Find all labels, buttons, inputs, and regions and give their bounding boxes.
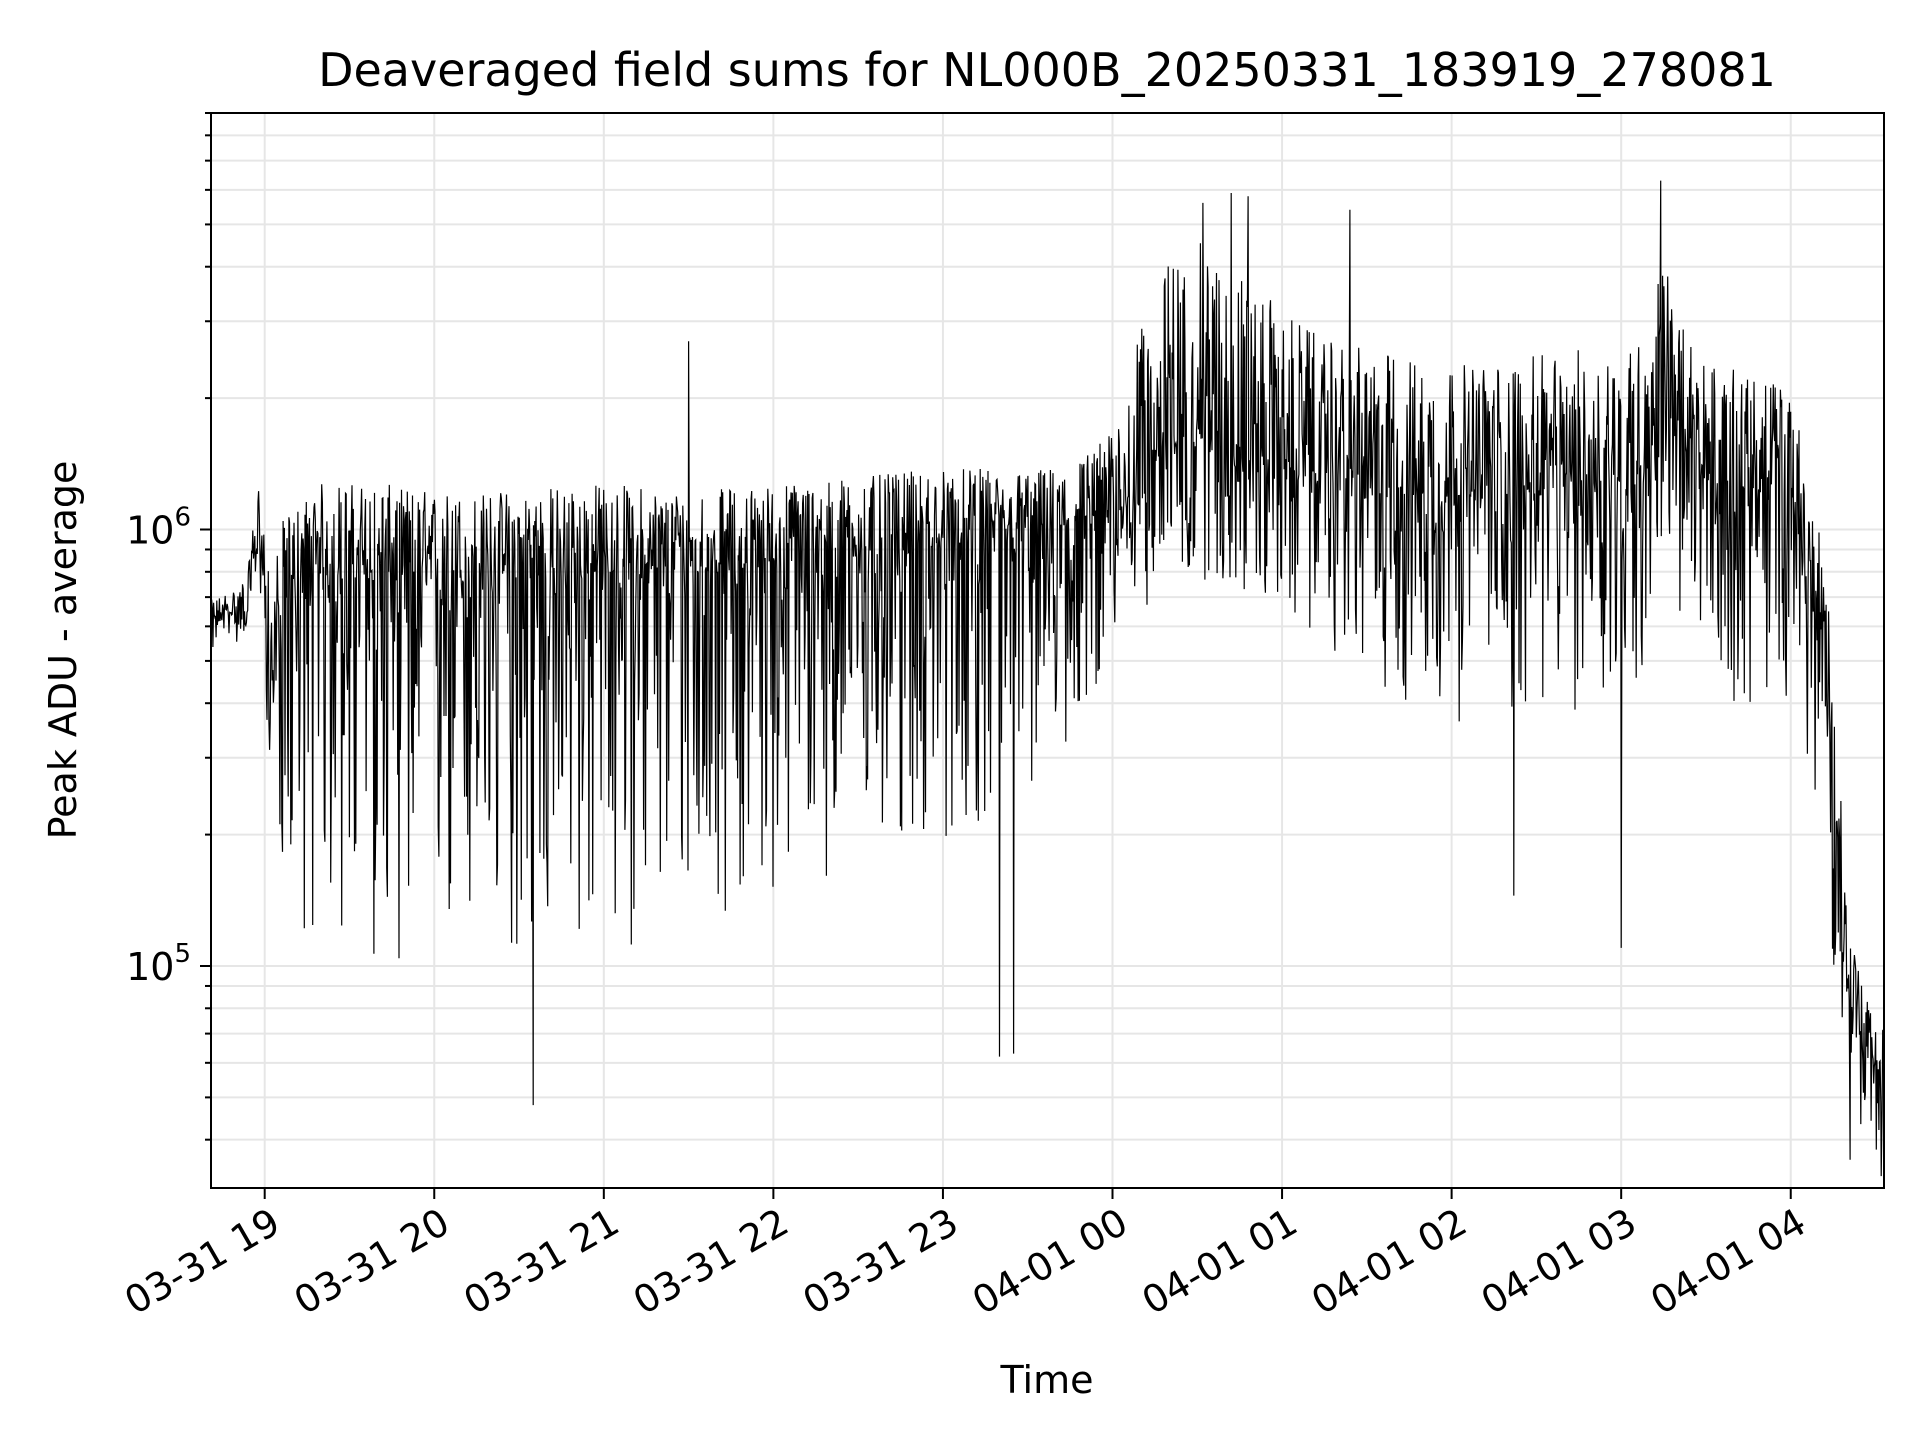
y-tick-label: 106 (126, 503, 191, 553)
x-tick-label: 04-01 00 (965, 1200, 1135, 1324)
chart-title: Deaveraged field sums for NL000B_2025033… (318, 43, 1776, 97)
plot-frame (210, 112, 1885, 1189)
x-tick-label: 03-31 19 (117, 1200, 287, 1324)
x-tick-label: 03-31 21 (456, 1200, 626, 1324)
y-tick-label: 105 (126, 939, 191, 989)
y-axis-label: Peak ADU - average (41, 461, 85, 840)
x-tick-label: 03-31 23 (795, 1200, 965, 1324)
x-axis-label: Time (1000, 1358, 1094, 1402)
x-axis-ticks: 03-31 19 03-31 20 03-31 21 03-31 22 03-31 23… (117, 1188, 1813, 1323)
x-tick-label: 03-31 20 (287, 1200, 457, 1324)
data-series (210, 180, 1885, 1177)
x-tick-label: 04-01 01 (1135, 1200, 1305, 1324)
x-tick-label: 03-31 22 (626, 1200, 796, 1324)
y-axis-ticks: 105 106 (126, 112, 211, 1141)
series-line (210, 180, 1885, 1177)
x-tick-label: 04-01 02 (1304, 1200, 1474, 1324)
x-tick-label: 04-01 04 (1643, 1200, 1813, 1324)
x-tick-label: 04-01 03 (1474, 1200, 1644, 1324)
